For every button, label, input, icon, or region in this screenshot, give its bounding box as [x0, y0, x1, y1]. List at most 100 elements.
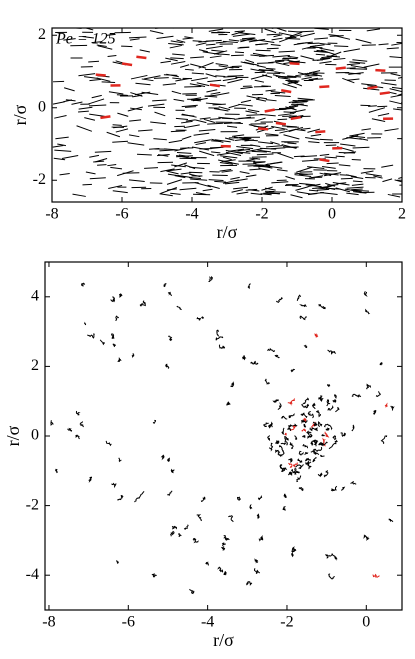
- trajectory-segment: [391, 86, 402, 90]
- trajectory-segment: [368, 105, 377, 107]
- trajectory-segment: [342, 77, 355, 84]
- trajectory-path: [350, 481, 357, 485]
- x-tick-label: -4: [201, 614, 214, 631]
- trajectory-path: [110, 296, 116, 303]
- trajectory-segment: [59, 173, 70, 176]
- trajectory-path: [288, 462, 293, 468]
- trajectory-segment: [278, 32, 294, 37]
- trajectory-path: [291, 551, 294, 558]
- trajectory-segment: [322, 166, 336, 169]
- trajectory-path: [312, 421, 318, 427]
- trajectory-path: [196, 513, 203, 522]
- trajectory-segment: [78, 73, 96, 77]
- trajectory-segment: [194, 139, 211, 144]
- trajectory-segment: [238, 32, 256, 36]
- trajectory-segment: [176, 152, 192, 154]
- trajectory-path: [328, 573, 335, 580]
- trajectory-path: [87, 333, 95, 339]
- trajectory-segment: [277, 118, 288, 121]
- trajectory-segment: [288, 126, 304, 133]
- trajectory-segment: [305, 137, 320, 141]
- trajectory-segment: [258, 69, 275, 72]
- trajectory-segment: [230, 176, 240, 180]
- trajectory-segment: [361, 83, 377, 87]
- trajectory-segment: [350, 65, 368, 69]
- trajectory-segment: [165, 57, 178, 62]
- trajectory-segment: [91, 94, 102, 99]
- trajectory-segment: [215, 41, 227, 44]
- trajectory-segment: [342, 135, 359, 140]
- trajectory-path: [282, 505, 286, 511]
- trajectory-path: [310, 440, 314, 446]
- trajectory-segment: [316, 49, 326, 52]
- trajectory-segment: [144, 167, 159, 169]
- trajectory-path: [287, 423, 298, 428]
- trajectory-segment: [254, 117, 266, 122]
- trajectory-segment: [196, 82, 210, 87]
- trajectory-segment: [172, 53, 185, 56]
- trajectory-path: [167, 291, 173, 297]
- trajectory-segment: [71, 101, 83, 105]
- trajectory-segment: [344, 23, 359, 24]
- trajectory-path: [277, 451, 285, 458]
- trajectory-path: [284, 432, 287, 436]
- y-tick-label: -2: [26, 496, 39, 513]
- trajectory-segment: [271, 37, 283, 41]
- trajectory-path: [280, 415, 288, 420]
- trajectory-path: [134, 491, 145, 503]
- trajectory-path: [296, 475, 302, 483]
- trajectory-segment: [265, 67, 276, 70]
- trajectory-segment: [181, 104, 198, 108]
- trajectory-path: [303, 344, 308, 349]
- trajectory-segment: [398, 176, 402, 180]
- trajectory-path: [303, 423, 307, 428]
- trajectory-segment: [128, 36, 147, 39]
- trajectory-segment: [211, 138, 224, 143]
- trajectory-segment: [352, 146, 370, 149]
- trajectory-segment: [300, 32, 315, 38]
- trajectory-segment: [194, 181, 211, 188]
- trajectory-segment: [55, 136, 69, 140]
- trajectory-segment: [215, 63, 229, 66]
- trajectory-path: [297, 458, 303, 463]
- trajectory-segment: [270, 141, 280, 145]
- trajectory-segment: [174, 147, 190, 152]
- trajectory-path: [328, 439, 338, 450]
- trajectory-segment: [236, 191, 249, 195]
- y-tick-label: 0: [31, 427, 39, 444]
- trajectory-segment: [276, 169, 288, 172]
- trajectory-segment: [149, 30, 164, 35]
- highlight-segment: [280, 89, 292, 94]
- trajectory-path: [327, 349, 333, 354]
- trajectory-path: [254, 568, 261, 575]
- trajectory-segment: [231, 54, 244, 57]
- trajectory-segment: [154, 111, 166, 117]
- trajectory-path: [304, 451, 309, 455]
- trajectory-segment: [352, 59, 368, 62]
- trajectory-segment: [209, 55, 222, 59]
- trajectory-segment: [128, 179, 145, 182]
- trajectory-segment: [308, 70, 321, 74]
- highlight-segment: [100, 115, 111, 120]
- trajectory-segment: [323, 172, 342, 177]
- trajectory-segment: [257, 149, 271, 153]
- trajectory-segment: [63, 87, 75, 92]
- trajectory-segment: [212, 103, 226, 106]
- trajectory-segment: [270, 91, 286, 94]
- trajectory-segment: [291, 185, 302, 187]
- annotation: Pe = 125: [55, 31, 116, 48]
- trajectory-segment: [325, 144, 337, 147]
- trajectory-segment: [127, 142, 145, 146]
- trajectory-segment: [97, 45, 113, 50]
- trajectory-path: [292, 462, 298, 468]
- trajectory-segment: [89, 113, 105, 117]
- trajectory-path: [298, 487, 304, 492]
- trajectory-path: [373, 409, 377, 415]
- trajectory-segment: [274, 28, 287, 32]
- trajectory-segment: [52, 101, 65, 105]
- trajectory-path: [192, 537, 199, 544]
- trajectory-segment: [326, 162, 339, 165]
- trajectory-path: [196, 317, 202, 321]
- x-tick-label: -6: [115, 206, 128, 223]
- trajectory-segment: [237, 46, 250, 49]
